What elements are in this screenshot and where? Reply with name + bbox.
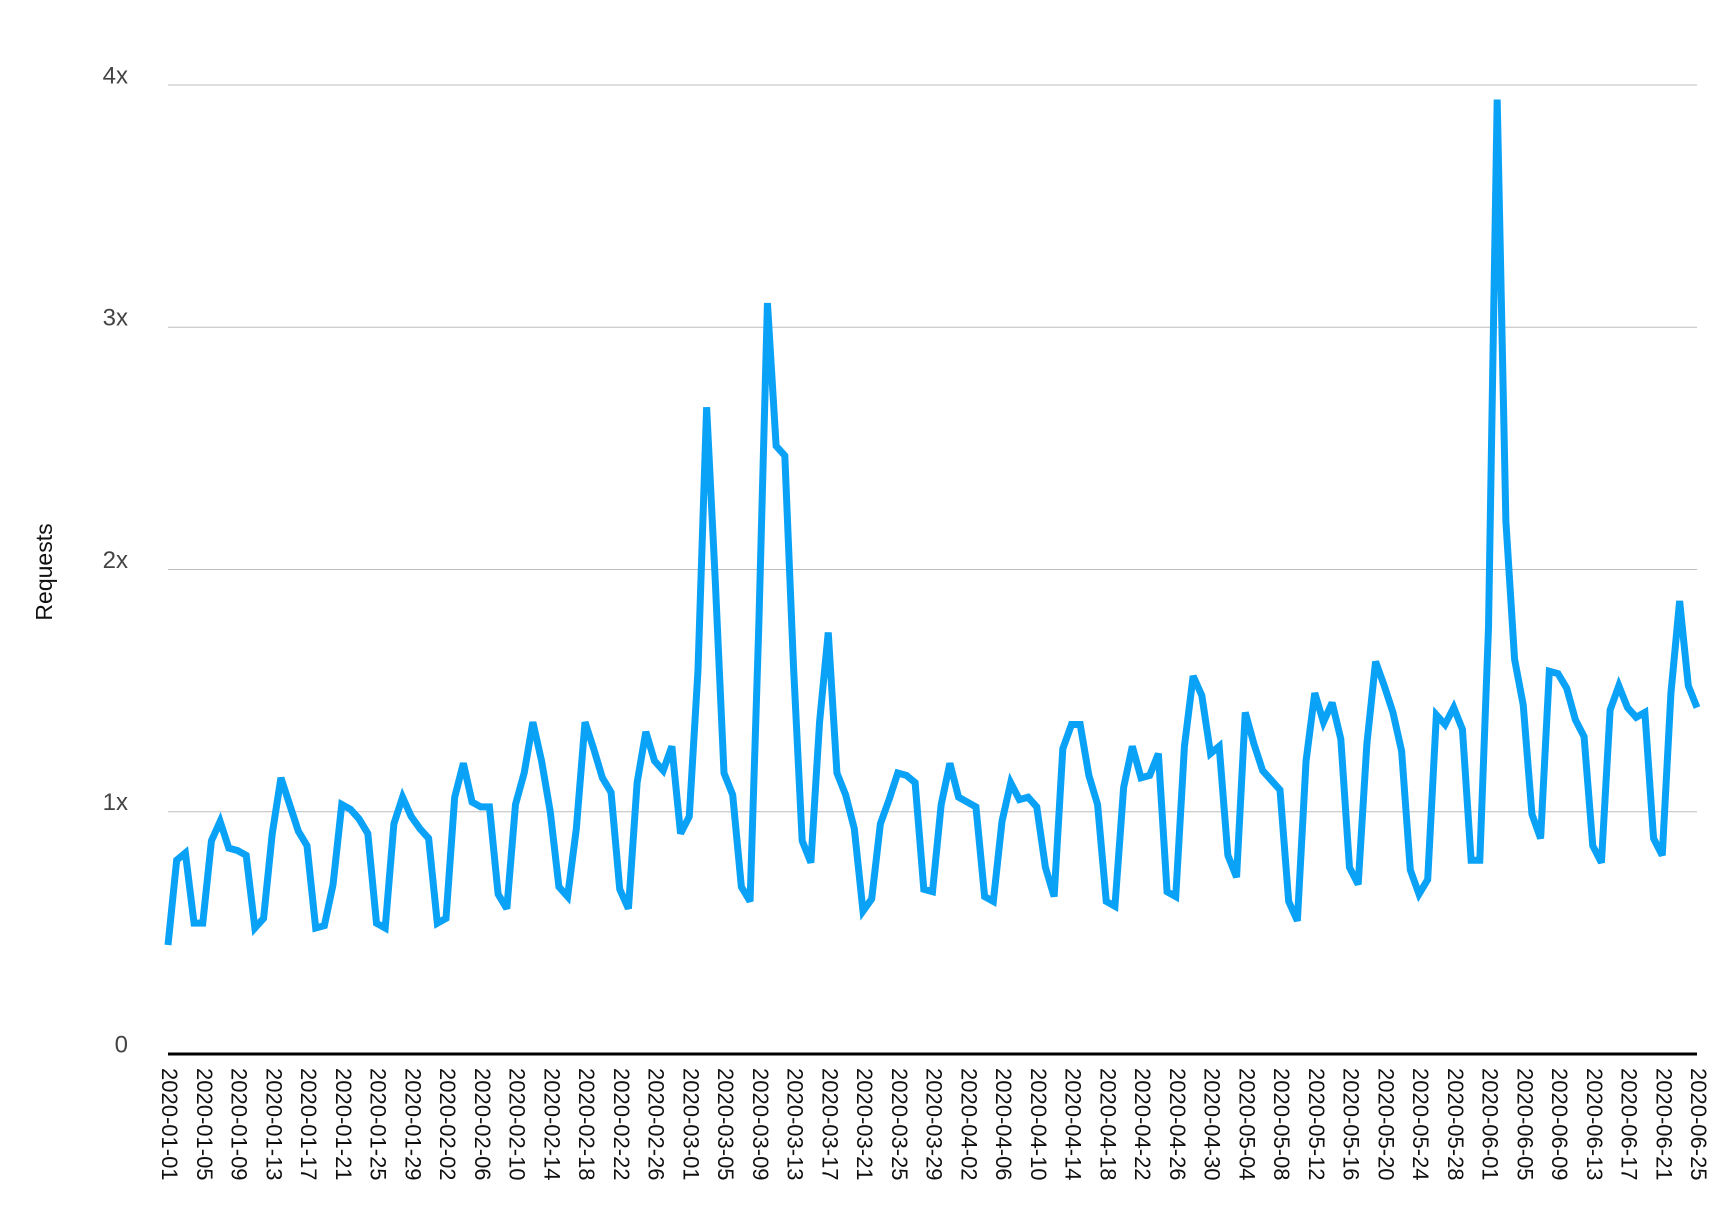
x-tick-label: 2020-01-09: [227, 1068, 252, 1181]
x-tick-label: 2020-01-21: [331, 1068, 356, 1181]
x-tick-label: 2020-05-20: [1373, 1068, 1398, 1181]
x-tick-label: 2020-01-25: [366, 1068, 391, 1181]
x-tick-label: 2020-04-14: [1061, 1068, 1086, 1181]
x-tick-label: 2020-05-08: [1269, 1068, 1294, 1181]
x-tick-label: 2020-02-06: [470, 1068, 495, 1181]
x-tick-label: 2020-03-13: [783, 1068, 808, 1181]
x-tick-label: 2020-01-01: [157, 1068, 182, 1181]
x-tick-label: 2020-01-13: [261, 1068, 286, 1181]
x-tick-label: 2020-06-13: [1582, 1068, 1607, 1181]
x-tick-label: 2020-04-18: [1095, 1068, 1120, 1181]
x-tick-label: 2020-04-02: [956, 1068, 981, 1181]
y-tick-label: 4x: [103, 62, 128, 89]
x-tick-label: 2020-06-09: [1547, 1068, 1572, 1181]
y-tick-label: 3x: [103, 305, 128, 332]
y-tick-label: 2x: [103, 547, 128, 574]
y-tick-label: 1x: [103, 789, 128, 816]
x-tick-label: 2020-03-17: [817, 1068, 842, 1181]
x-tick-label: 2020-05-28: [1443, 1068, 1468, 1181]
y-axis-label: Requests: [31, 523, 57, 620]
x-tick-label: 2020-05-12: [1304, 1068, 1329, 1181]
x-tick-label: 2020-03-01: [678, 1068, 703, 1181]
x-tick-label: 2020-01-17: [296, 1068, 321, 1181]
x-tick-label: 2020-06-21: [1651, 1068, 1676, 1181]
x-tick-label: 2020-05-24: [1408, 1068, 1433, 1181]
x-tick-label: 2020-02-10: [505, 1068, 530, 1181]
x-tick-label: 2020-03-29: [922, 1068, 947, 1181]
y-tick-label: 0: [115, 1031, 128, 1058]
x-tick-label: 2020-06-01: [1478, 1068, 1503, 1181]
x-tick-label: 2020-03-25: [887, 1068, 912, 1181]
x-tick-label: 2020-01-29: [400, 1068, 425, 1181]
x-tick-label: 2020-04-22: [1130, 1068, 1155, 1181]
x-tick-label: 2020-05-04: [1234, 1068, 1259, 1181]
x-tick-label: 2020-04-26: [1165, 1068, 1190, 1181]
x-tick-label: 2020-03-09: [748, 1068, 773, 1181]
x-tick-label: 2020-04-30: [1200, 1068, 1225, 1181]
data-line: [164, 99, 1701, 946]
x-tick-label: 2020-04-10: [1026, 1068, 1051, 1181]
x-tick-label: 2020-06-25: [1686, 1068, 1711, 1181]
x-tick-label: 2020-02-18: [574, 1068, 599, 1181]
x-tick-label: 2020-01-05: [192, 1068, 217, 1181]
x-tick-label: 2020-03-05: [713, 1068, 738, 1181]
x-tick-label: 2020-02-26: [644, 1068, 669, 1181]
x-tick-label: 2020-06-05: [1512, 1068, 1537, 1181]
x-tick-label: 2020-04-06: [991, 1068, 1016, 1181]
x-tick-label: 2020-02-22: [609, 1068, 634, 1181]
x-tick-label: 2020-05-16: [1339, 1068, 1364, 1181]
x-tick-label: 2020-02-14: [539, 1068, 564, 1181]
x-tick-label: 2020-03-21: [852, 1068, 877, 1181]
x-tick-label: 2020-06-17: [1617, 1068, 1642, 1181]
x-tick-label: 2020-02-02: [435, 1068, 460, 1181]
